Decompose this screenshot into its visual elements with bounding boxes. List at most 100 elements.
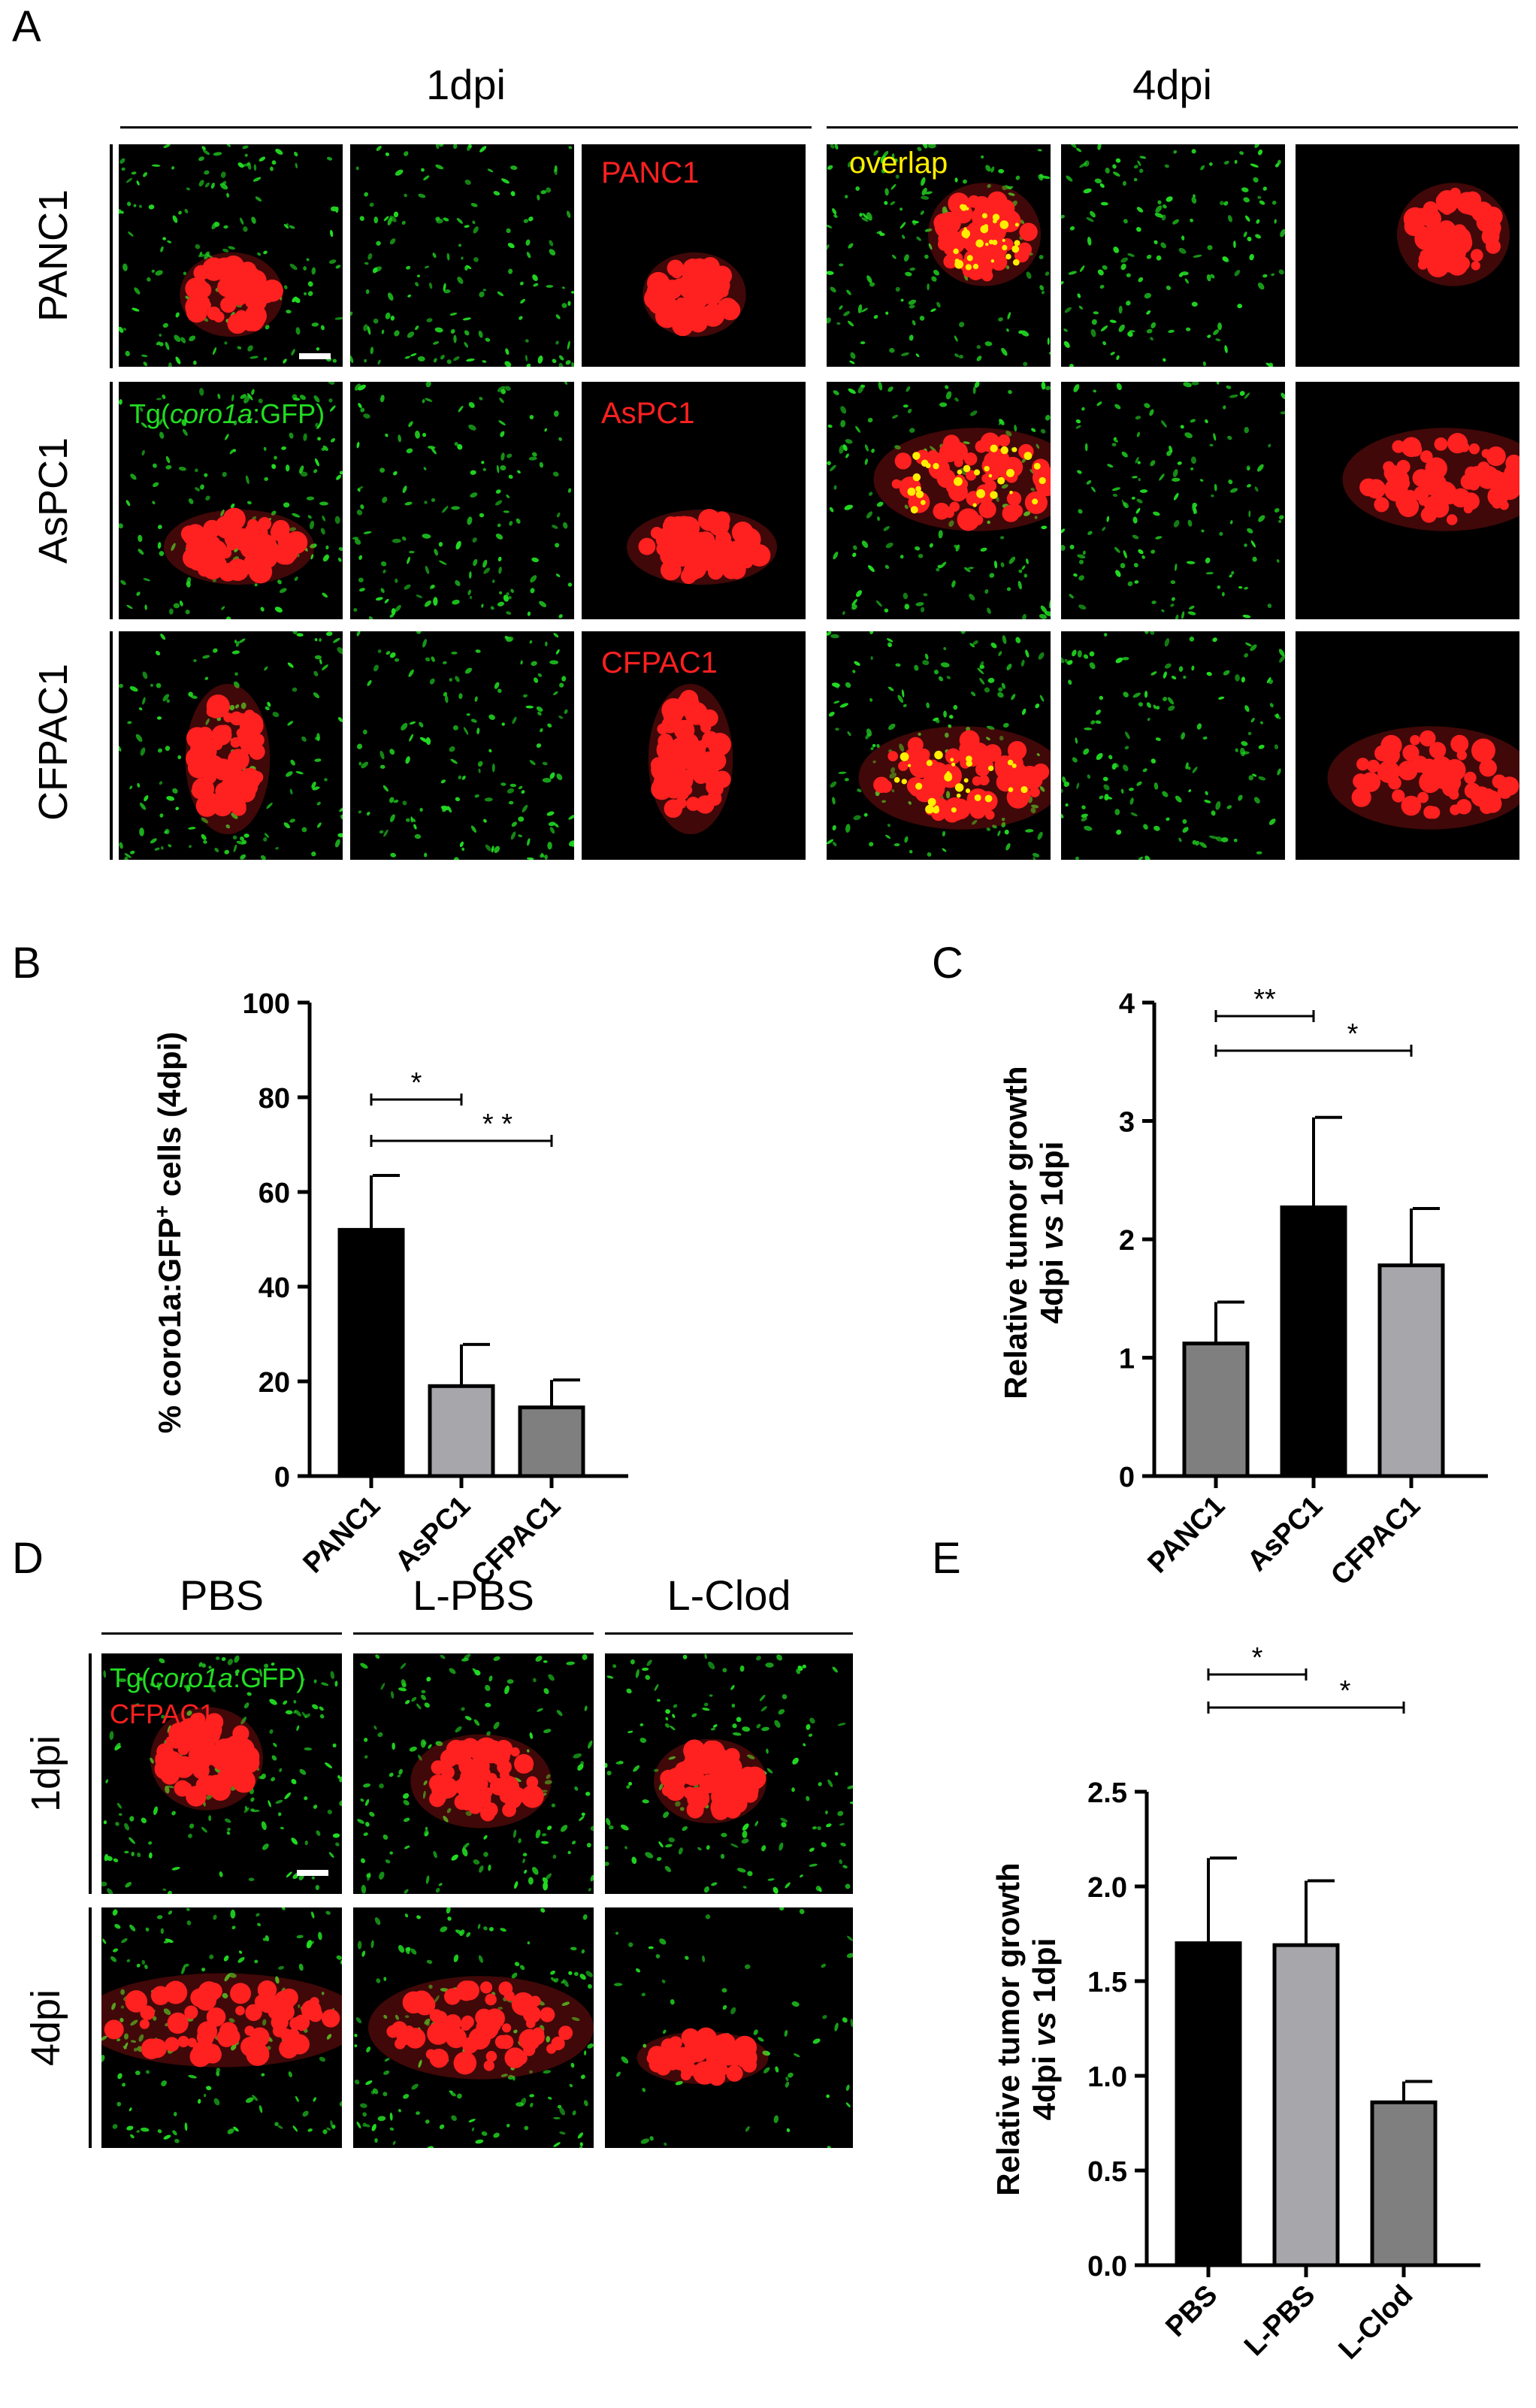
bar [1370,2100,1438,2267]
y-tick-label: 1.0 [1087,2062,1127,2093]
red-label-panc1: PANC1 [601,156,700,189]
bar [1182,1342,1250,1478]
micrograph-pbs-4dpi [101,1907,342,2148]
y-tick-label: 3 [1119,1107,1135,1139]
y-axis-label-line2: 4dpi vs 1dpi [1034,1142,1069,1324]
micrograph-cfpac1-1dpi-tumor [582,631,806,860]
row-label-d-1dpi: 1dpi [23,1735,68,1813]
col-header-pbs: PBS [179,1572,265,1619]
y-tick-label: 1 [1119,1344,1135,1375]
micrograph-aspc1-1dpi-tumor [582,382,806,619]
micrograph-lpbs-4dpi [353,1907,594,2148]
transgene-label-a-prefix: Tg( [129,398,170,429]
micrograph-cfpac1-4dpi-tumor [1296,631,1519,860]
micrograph-panc1-1dpi-merge [119,144,343,367]
bar [428,1384,495,1478]
significance-label: * [1340,1675,1351,1707]
micrograph-panc1-1dpi-gfp [350,144,574,367]
y-tick-label: 1.5 [1087,1967,1127,1998]
row-label-d-4dpi: 4dpi [23,1989,68,2067]
scale-bar-d [297,1870,328,1876]
bar [1280,1205,1347,1478]
micrograph-panc1-4dpi-gfp [1061,144,1285,367]
row-bracket-panc1 [110,144,113,368]
micrograph-aspc1-1dpi-gfp [350,382,574,619]
x-tick-label: PBS [1160,2279,1223,2343]
x-tick-label: AsPC1 [1241,1490,1329,1578]
header-rule-4dpi [827,126,1518,129]
y-tick-label: 80 [259,1083,290,1115]
transgene-label-a-gene: coro1a [170,398,253,429]
transgene-label-d: Tg(coro1a:GFP) [110,1662,305,1694]
col-header-lpbs: L-PBS [413,1572,534,1619]
transgene-label-a-suffix: :GFP) [252,398,325,429]
y-tick-label: 0.5 [1087,2156,1127,2188]
red-label-d-cfpac1: CFPAC1 [110,1699,215,1729]
micrograph-cfpac1-1dpi-gfp [350,631,574,860]
panel-label-c: C [932,939,963,988]
row-label-cfpac1: CFPAC1 [31,663,76,821]
micrograph-aspc1-4dpi-merge [827,382,1051,619]
y-tick-label: 100 [243,988,290,1020]
header-rule-1dpi [120,126,812,129]
row-bracket-d-1dpi [89,1653,92,1894]
scale-bar-a [299,353,331,359]
micrograph-lpbs-1dpi [353,1653,594,1894]
overlap-label: overlap [849,147,948,180]
transgene-label-d-prefix: Tg( [110,1662,150,1693]
y-tick-label: 40 [259,1272,290,1304]
y-tick-label: 4 [1119,988,1135,1020]
micrograph-cfpac1-4dpi-merge [827,631,1051,860]
y-tick-label: 0 [274,1462,290,1493]
bar [337,1227,405,1478]
header-rule-pbs [101,1632,342,1635]
micrograph-cfpac1-4dpi-gfp [1061,631,1285,860]
col-header-1dpi: 1dpi [426,61,506,108]
panel-label-e: E [932,1534,961,1583]
micrograph-aspc1-4dpi-gfp [1061,382,1285,619]
significance-label: * [411,1067,422,1099]
y-tick-label: 0 [1119,1462,1135,1493]
bar [518,1405,585,1478]
y-axis-label-line2: 4dpi vs 1dpi [1027,1938,1062,2121]
y-tick-label: 2.0 [1087,1872,1127,1904]
header-rule-lpbs [353,1632,594,1635]
row-bracket-d-4dpi [89,1907,92,2148]
y-tick-label: 2 [1119,1225,1135,1257]
red-label-cfpac1: CFPAC1 [601,646,718,679]
micrograph-panc1-4dpi-tumor [1296,144,1519,367]
micrograph-panc1-4dpi-merge [827,144,1051,367]
micrograph-aspc1-1dpi-merge [119,382,343,619]
micrograph-cfpac1-1dpi-merge [119,631,343,860]
y-tick-label: 2.5 [1087,1777,1127,1809]
bar [1175,1941,1242,2267]
y-tick-label: 60 [259,1178,290,1209]
y-tick-label: 0.0 [1087,2251,1127,2282]
row-bracket-cfpac1 [110,631,113,860]
col-header-4dpi: 4dpi [1132,61,1212,108]
micrograph-lclod-4dpi [605,1907,853,2148]
x-tick-label: L-Clod [1333,2279,1420,2366]
y-axis-label-line1: Relative tumor growth [998,1066,1033,1399]
transgene-label-a: Tg(coro1a:GFP) [129,398,325,430]
bar [1377,1263,1445,1478]
panel-label-a: A [12,2,41,51]
row-label-panc1: PANC1 [31,189,76,322]
x-tick-label: PANC1 [298,1490,387,1580]
row-label-aspc1: AsPC1 [31,437,76,564]
micrograph-pbs-1dpi [101,1653,342,1894]
header-rule-lclod [605,1632,853,1635]
y-axis-label-line1: Relative tumor growth [990,1862,1026,2195]
micrograph-aspc1-4dpi-tumor [1296,382,1519,619]
micrograph-panc1-1dpi-tumor [582,144,806,367]
significance-label: ** [1253,984,1276,1015]
x-tick-label: L-PBS [1238,2279,1321,2362]
col-header-lclod: L-Clod [667,1572,791,1619]
x-tick-label: AsPC1 [389,1490,476,1578]
panel-label-b: B [12,939,41,988]
red-label-aspc1: AsPC1 [601,397,695,430]
bar [1272,1943,1340,2267]
micrograph-lclod-1dpi [605,1653,853,1894]
